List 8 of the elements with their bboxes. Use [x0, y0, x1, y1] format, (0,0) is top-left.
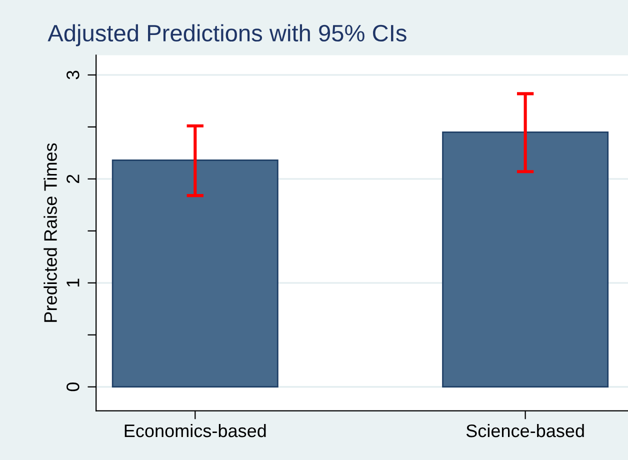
y-tick-label: 2 [66, 174, 80, 184]
x-tick-label: Economics-based [124, 424, 266, 438]
y-tick-label: 3 [66, 70, 80, 80]
x-tick-label: Science-based [466, 424, 584, 438]
y-tick-label: 0 [66, 382, 80, 392]
y-axis-title: Predicted Raise Times [44, 143, 57, 322]
y-tick-label: 1 [66, 278, 80, 287]
chart-title: Adjusted Predictions with 95% CIs [48, 24, 406, 46]
